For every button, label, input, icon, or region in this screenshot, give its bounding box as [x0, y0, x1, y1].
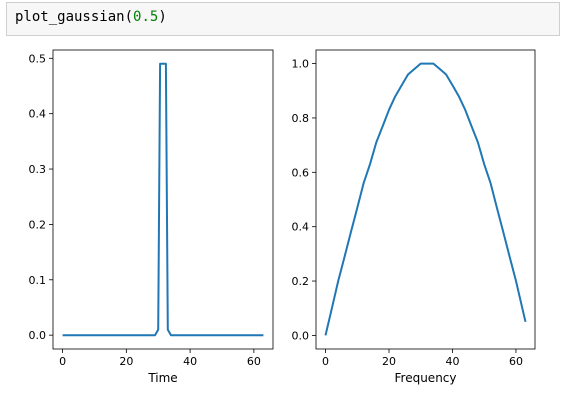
y-tick-label: 0.8 — [292, 112, 310, 125]
y-tick-label: 0.2 — [292, 275, 310, 288]
code-function: plot_gaussian( — [15, 9, 134, 25]
series-line-1 — [62, 62, 264, 337]
code-argument: 0.5 — [133, 9, 159, 25]
y-tick-label: 0.3 — [29, 163, 47, 176]
code-line[interactable]: plot_gaussian(0.5) — [15, 9, 167, 25]
code-paren: ) — [158, 9, 167, 25]
y-tick-label: 0.4 — [29, 108, 47, 121]
x-tick-label: 0 — [59, 355, 66, 368]
y-tick-label: 0.0 — [29, 329, 47, 342]
subplot-2: 0 20 40 60 0.0 0.2 0.4 0.6 0.8 1.0 Frequency — [292, 49, 536, 385]
y-tick-label: 0.0 — [292, 329, 310, 342]
subplot-1: 0 20 40 60 0.0 0.1 0.2 0.3 0.4 0.5 Time — [29, 49, 274, 385]
code-cell[interactable]: plot_gaussian(0.5) — [6, 2, 560, 36]
x-tick-label: 40 — [445, 355, 459, 368]
x-tick-label: 0 — [322, 355, 329, 368]
y-tick-label: 1.0 — [292, 58, 310, 71]
axes-frame — [315, 49, 536, 350]
x-tick-label: 60 — [247, 355, 261, 368]
cell-output: 0 20 40 60 0.0 0.1 0.2 0.3 0.4 0.5 Time 0 20 40 60 0.0 0… — [0, 40, 562, 401]
y-tick-label: 0.5 — [29, 52, 47, 65]
x-tick-label: 40 — [183, 355, 197, 368]
series-line-1 — [324, 62, 527, 336]
y-tick-label: 0.1 — [29, 274, 47, 287]
x-tick-label: 20 — [382, 355, 396, 368]
x-axis-label: Time — [147, 371, 177, 385]
y-tick-label: 0.6 — [292, 166, 310, 179]
y-tick-label: 0.2 — [29, 218, 47, 231]
x-axis-label: Frequency — [395, 371, 457, 385]
x-tick-label: 20 — [119, 355, 133, 368]
axes-frame — [52, 49, 274, 350]
x-tick-label: 60 — [509, 355, 523, 368]
y-tick-label: 0.4 — [292, 221, 310, 234]
